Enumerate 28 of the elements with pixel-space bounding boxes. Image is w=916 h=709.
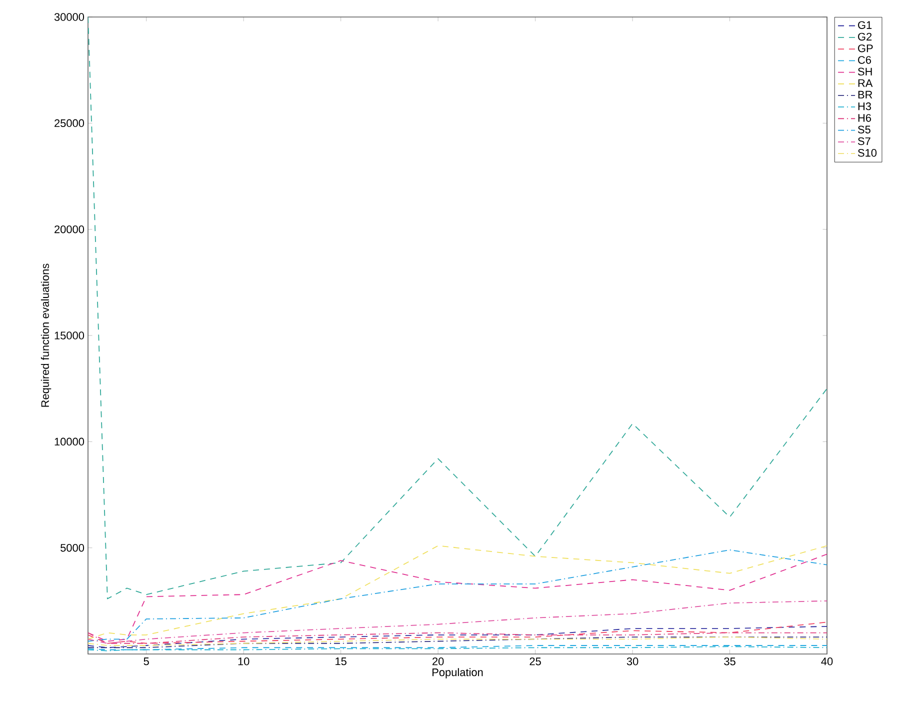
legend-label: G1: [858, 21, 872, 29]
y-tick-label: 20000: [54, 225, 84, 234]
legend-label: BR: [858, 90, 872, 98]
legend-label: S10: [858, 148, 877, 157]
y-tick-label: 15000: [54, 332, 84, 340]
y-tick-label: 5000: [60, 544, 84, 552]
x-tick-label: 25: [530, 658, 541, 666]
x-tick-label: 10: [238, 658, 250, 666]
legend-label: H3: [858, 102, 871, 110]
x-tick-label: 30: [626, 658, 638, 666]
legend-label: C6: [858, 56, 871, 64]
x-tick-label: 20: [432, 658, 444, 666]
y-tick-label: 30000: [54, 13, 84, 21]
y-axis-title: Required function evaluations: [40, 264, 52, 407]
legend-label: S7: [858, 137, 870, 146]
x-tick-label: 5: [144, 658, 149, 666]
legend-label: GP: [858, 44, 873, 52]
y-tick-label: 10000: [54, 438, 84, 446]
legend-label: RA: [858, 79, 873, 87]
legend-label: H6: [858, 114, 871, 122]
legend-label: S5: [858, 126, 870, 134]
y-tick-label: 25000: [54, 119, 84, 128]
x-tick-label: 15: [336, 658, 346, 666]
x-tick-label: 35: [724, 658, 736, 666]
x-axis-title: Population: [432, 668, 483, 678]
x-tick-label: 40: [821, 658, 833, 666]
legend-label: G2: [858, 32, 872, 41]
legend-label: SH: [858, 68, 872, 76]
